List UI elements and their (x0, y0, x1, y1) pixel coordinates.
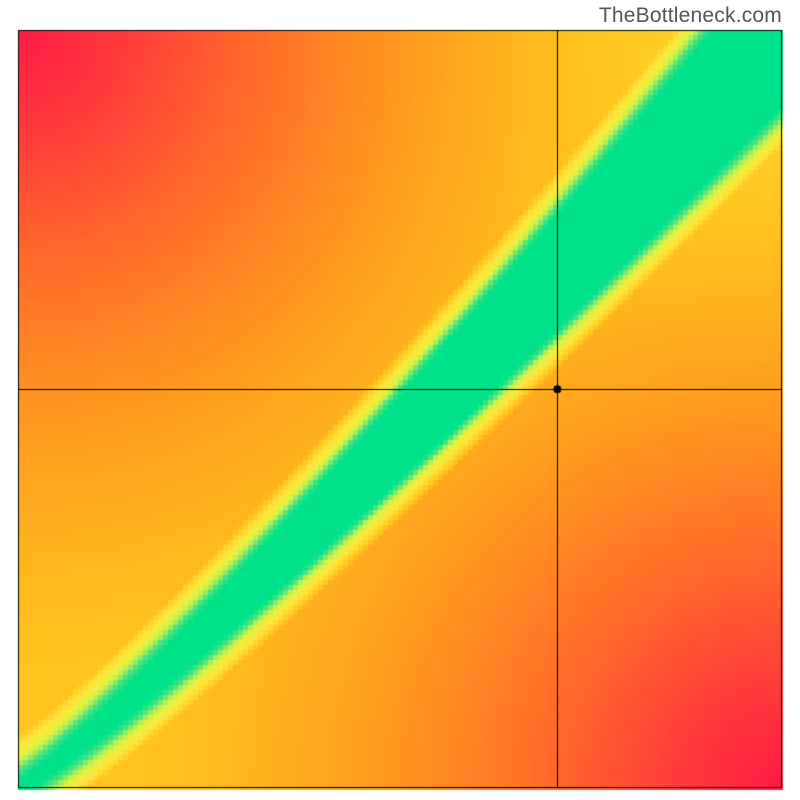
watermark-text: TheBottleneck.com (599, 4, 782, 28)
bottleneck-heatmap (0, 0, 800, 800)
